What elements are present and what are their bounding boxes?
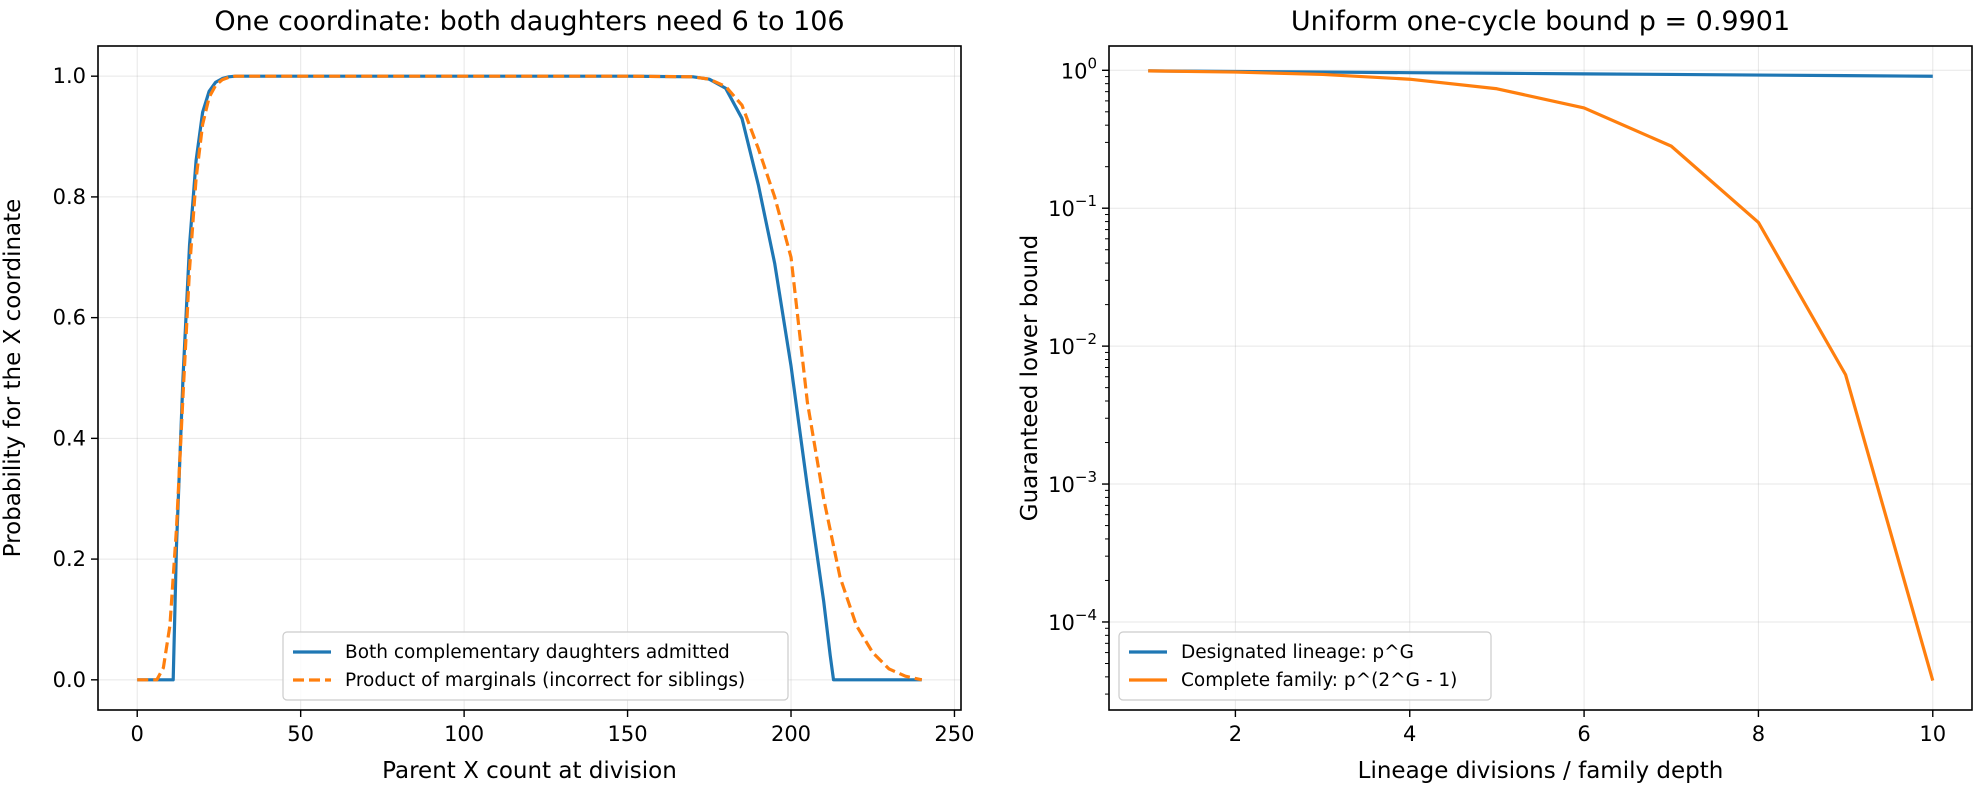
- chart-title: Uniform one-cycle bound p = 0.9901: [1291, 6, 1790, 37]
- legend: Both complementary daughters admitted Pro…: [282, 631, 789, 701]
- y-tick-label: 0.8: [53, 185, 86, 209]
- x-axis-label: Lineage divisions / family depth: [1358, 758, 1724, 784]
- x-tick-label: 0: [131, 722, 144, 746]
- legend-entry-2: Product of marginals (incorrect for sibl…: [345, 670, 745, 691]
- y-tick-label: 0.0: [53, 668, 86, 692]
- x-tick-label: 100: [444, 722, 484, 746]
- y-tick-label: 10−3: [1048, 468, 1097, 497]
- y-tick-label: 10−1: [1048, 192, 1097, 221]
- x-tick-label: 4: [1403, 722, 1416, 746]
- y-tick-label: 0.4: [53, 426, 86, 450]
- y-axis-label: Guaranteed lower bound: [1017, 235, 1043, 521]
- legend-box: [1118, 631, 1492, 701]
- right-panel: 2 4 6 8 10 100 10−1 10−2 10−3 10−4 Uniform one-cyc…: [1017, 6, 1973, 784]
- x-tick-label: 50: [287, 722, 314, 746]
- y-tick-label: 1.0: [53, 64, 86, 88]
- x-tick-label: 200: [771, 722, 811, 746]
- y-tick-label: 100: [1061, 54, 1097, 83]
- x-tick-label: 250: [934, 722, 974, 746]
- chart-title: One coordinate: both daughters need 6 to…: [214, 6, 844, 37]
- legend: Designated lineage: p^G Complete family: …: [1118, 631, 1492, 701]
- y-axis-label: Probability for the X coordinate: [0, 199, 26, 558]
- x-tick-label: 10: [1919, 722, 1946, 746]
- y-tick-label: 0.2: [53, 547, 86, 571]
- series-line-2: [1148, 69, 1935, 681]
- x-tick-label: 150: [608, 722, 648, 746]
- plot-frame: [1108, 45, 1973, 711]
- x-tick-label: 2: [1229, 722, 1242, 746]
- legend-entry-2: Complete family: p^(2^G - 1): [1181, 670, 1457, 691]
- x-axis-label: Parent X count at division: [382, 758, 677, 784]
- legend-entry-1: Designated lineage: p^G: [1181, 642, 1414, 663]
- y-tick-label: 10−2: [1048, 330, 1097, 359]
- series-line-2: [137, 74, 923, 682]
- y-tick-label: 10−4: [1048, 606, 1097, 635]
- x-tick-label: 8: [1752, 722, 1765, 746]
- left-panel: 0 50 100 150 200 250 0.0 0.2 0.4 0.6 0.8 1.0 One coo…: [0, 6, 975, 784]
- legend-entry-1: Both complementary daughters admitted: [345, 642, 730, 663]
- x-tick-label: 6: [1577, 722, 1590, 746]
- legend-box: [282, 631, 789, 701]
- plot-frame: [97, 45, 962, 711]
- y-tick-label: 0.6: [53, 306, 86, 330]
